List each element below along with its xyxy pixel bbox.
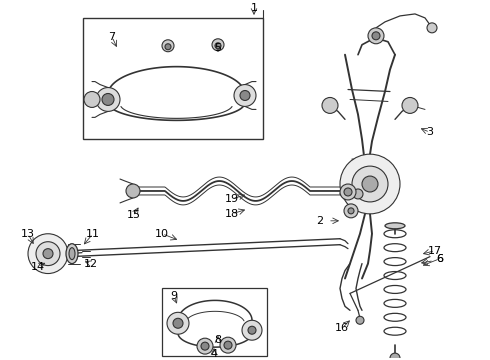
Text: 2: 2	[317, 216, 323, 226]
Circle shape	[353, 189, 363, 199]
Circle shape	[167, 312, 189, 334]
Circle shape	[36, 242, 60, 266]
Circle shape	[234, 85, 256, 107]
Text: 19: 19	[225, 194, 239, 204]
Text: 16: 16	[335, 323, 349, 333]
Circle shape	[340, 184, 356, 200]
Circle shape	[162, 40, 174, 52]
Circle shape	[390, 353, 400, 360]
Text: 6: 6	[437, 253, 443, 264]
Text: 7: 7	[108, 32, 116, 42]
Circle shape	[220, 337, 236, 353]
Circle shape	[352, 166, 388, 202]
Circle shape	[248, 326, 256, 334]
Text: 9: 9	[171, 291, 177, 301]
Circle shape	[240, 90, 250, 100]
Bar	[83, 18, 263, 139]
Circle shape	[402, 98, 418, 113]
Text: 4: 4	[210, 349, 218, 359]
Text: 3: 3	[426, 127, 434, 137]
Bar	[162, 288, 267, 356]
Circle shape	[96, 87, 120, 111]
Text: 17: 17	[428, 246, 442, 256]
Text: 15: 15	[127, 210, 141, 220]
Text: 8: 8	[215, 335, 221, 345]
Ellipse shape	[69, 248, 75, 260]
Circle shape	[322, 98, 338, 113]
Circle shape	[368, 28, 384, 44]
Circle shape	[372, 32, 380, 40]
Circle shape	[242, 320, 262, 340]
Ellipse shape	[385, 223, 405, 229]
Circle shape	[215, 43, 221, 49]
Circle shape	[340, 154, 400, 214]
Text: 13: 13	[21, 229, 35, 239]
Circle shape	[43, 249, 53, 258]
Text: 18: 18	[225, 209, 239, 219]
Circle shape	[28, 234, 68, 274]
Text: 12: 12	[84, 258, 98, 269]
Text: 5: 5	[215, 43, 221, 53]
Text: 1: 1	[250, 3, 258, 13]
Text: 14: 14	[31, 262, 45, 271]
Circle shape	[224, 341, 232, 349]
Circle shape	[126, 184, 140, 198]
Circle shape	[84, 91, 100, 107]
Circle shape	[102, 94, 114, 105]
Circle shape	[197, 338, 213, 354]
Circle shape	[344, 204, 358, 218]
Circle shape	[201, 342, 209, 350]
Circle shape	[348, 208, 354, 214]
Circle shape	[173, 318, 183, 328]
Ellipse shape	[66, 244, 78, 264]
Text: 11: 11	[86, 229, 100, 239]
Circle shape	[362, 176, 378, 192]
Text: 10: 10	[155, 229, 169, 239]
Circle shape	[344, 188, 352, 196]
Text: 6: 6	[437, 253, 443, 264]
Circle shape	[356, 316, 364, 324]
Circle shape	[212, 39, 224, 51]
Circle shape	[427, 23, 437, 33]
Circle shape	[165, 44, 171, 50]
